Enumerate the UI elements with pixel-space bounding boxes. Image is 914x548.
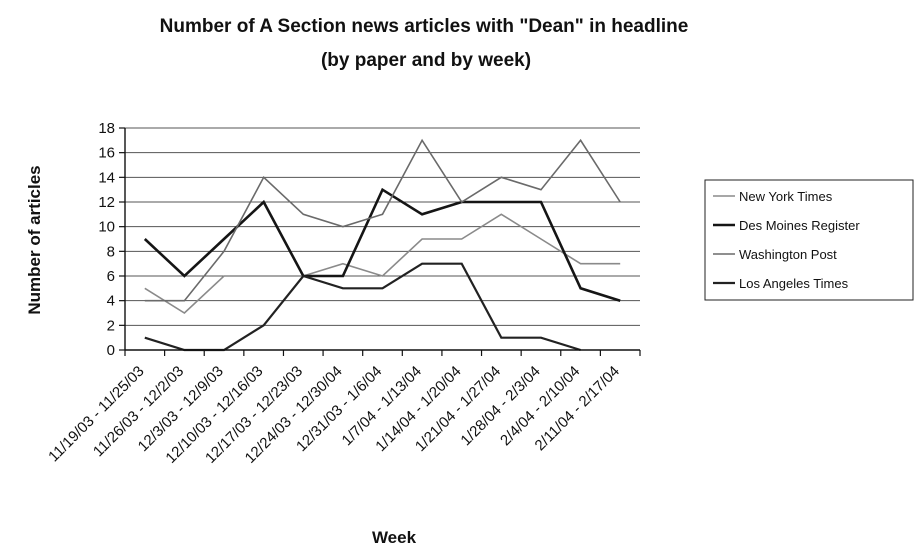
axes xyxy=(124,128,640,351)
x-axis-title: Week xyxy=(372,528,417,547)
y-tick-label: 10 xyxy=(98,219,115,236)
y-tick-label: 0 xyxy=(107,342,115,359)
legend-label: New York Times xyxy=(739,189,833,204)
series-line xyxy=(144,138,621,302)
y-tick-label: 4 xyxy=(107,293,115,310)
y-axis-ticks: 0 2 4 6 8 10 12 14 16 18 xyxy=(98,120,125,359)
series-line xyxy=(144,213,621,315)
chart-title: Number of A Section news articles with "… xyxy=(160,16,689,37)
y-axis-title: Number of articles xyxy=(25,165,44,314)
gridlines xyxy=(125,127,640,351)
y-tick-label: 8 xyxy=(107,243,115,260)
y-tick-label: 6 xyxy=(107,268,115,285)
legend-box xyxy=(704,179,914,301)
legend-label: Des Moines Register xyxy=(739,218,860,233)
y-tick-label: 2 xyxy=(107,317,115,334)
y-tick-label: 12 xyxy=(98,194,115,211)
series-line xyxy=(143,187,621,302)
legend-label: Los Angeles Times xyxy=(739,276,849,291)
chart-subtitle: (by paper and by week) xyxy=(321,50,531,71)
series-lines xyxy=(143,138,621,352)
legend-label: Washington Post xyxy=(739,247,837,262)
legend: New York Times Des Moines Register Washing… xyxy=(704,179,914,301)
y-tick-label: 14 xyxy=(98,169,115,186)
y-tick-label: 16 xyxy=(98,145,115,162)
y-tick-label: 18 xyxy=(98,120,115,137)
series-line xyxy=(144,262,581,352)
